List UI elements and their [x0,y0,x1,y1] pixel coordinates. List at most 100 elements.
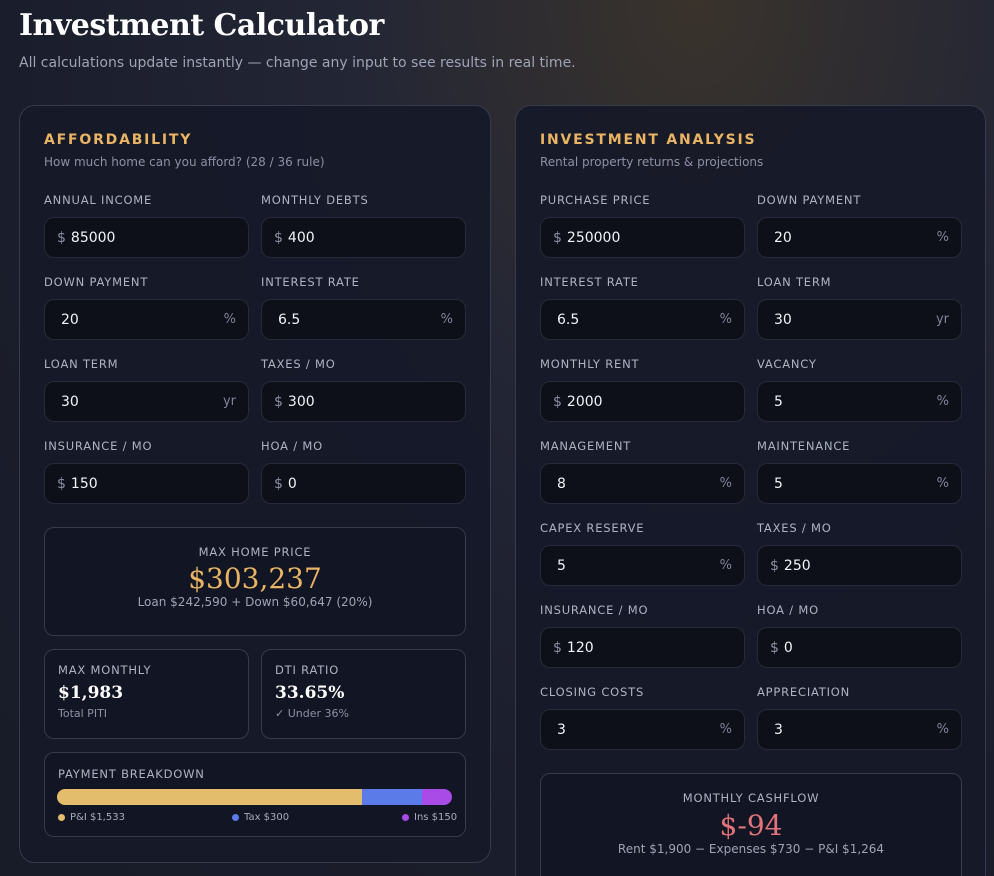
inv-hoa-field: HOA / MO $ 0 [757,602,962,668]
interest-rate-input[interactable]: 6.5 % [261,299,466,340]
dollar-prefix: $ [553,639,562,656]
management-label: MANAGEMENT [540,439,632,453]
interest-rate-label: INTEREST RATE [261,275,360,289]
payment-breakdown-card: PAYMENT BREAKDOWN P&I $1,533 Tax $300 In… [44,752,466,837]
legend-dot [58,814,65,821]
management-input[interactable]: 8 % [540,463,745,504]
inv-interest-rate-input[interactable]: 6.5 % [540,299,745,340]
capex-label: CAPEX RESERVE [540,521,645,535]
insurance-value: 150 [70,475,98,492]
capex-value: 5 [557,557,566,574]
taxes-value: 300 [287,393,315,410]
dti-ratio-value: 33.65% [275,683,345,703]
inv-loan-term-label: LOAN TERM [757,275,832,289]
monthly-debts-label: MONTHLY DEBTS [261,193,369,207]
legend-item-tax: Tax $300 [232,812,289,823]
hoa-label: HOA / MO [261,439,323,453]
percent-suffix: % [719,722,732,737]
purchase-price-value: 250000 [566,229,621,246]
legend-item-pi: P&I $1,533 [58,812,125,823]
percent-suffix: % [936,476,949,491]
monthly-cashflow-value: $-94 [719,809,783,842]
loan-term-field: LOAN TERM 30 yr [44,356,249,422]
breakdown-segment-tax [362,789,423,805]
inv-loan-term-input[interactable]: 30 yr [757,299,962,340]
vacancy-field: VACANCY 5 % [757,356,962,422]
taxes-input[interactable]: $ 300 [261,381,466,422]
annual-income-input[interactable]: $ 85000 [44,217,249,258]
taxes-field: TAXES / MO $ 300 [261,356,466,422]
interest-rate-value: 6.5 [278,311,301,328]
inv-down-payment-input[interactable]: 20 % [757,217,962,258]
legend-label: Ins $150 [414,812,458,823]
inv-interest-rate-label: INTEREST RATE [540,275,639,289]
hoa-field: HOA / MO $ 0 [261,438,466,504]
vacancy-input[interactable]: 5 % [757,381,962,422]
dollar-prefix: $ [770,557,779,574]
loan-term-input[interactable]: 30 yr [44,381,249,422]
maintenance-field: MAINTENANCE 5 % [757,438,962,504]
investment-panel: INVESTMENT ANALYSIS Rental property retu… [515,105,986,876]
annual-income-label: ANNUAL INCOME [44,193,153,207]
monthly-rent-input[interactable]: $ 2000 [540,381,745,422]
monthly-rent-value: 2000 [566,393,603,410]
down-payment-input[interactable]: 20 % [44,299,249,340]
page-subtitle: All calculations update instantly — chan… [19,55,576,71]
legend-label: Tax $300 [244,812,290,823]
payment-breakdown-label: PAYMENT BREAKDOWN [58,767,205,781]
maintenance-value: 5 [774,475,783,492]
dollar-prefix: $ [553,393,562,410]
insurance-field: INSURANCE / MO $ 150 [44,438,249,504]
down-payment-label: DOWN PAYMENT [44,275,149,289]
management-field: MANAGEMENT 8 % [540,438,745,504]
purchase-price-field: PURCHASE PRICE $ 250000 [540,192,745,258]
management-value: 8 [557,475,566,492]
dollar-prefix: $ [770,639,779,656]
affordability-title: AFFORDABILITY [44,132,193,148]
inv-loan-term-field: LOAN TERM 30 yr [757,274,962,340]
capex-field: CAPEX RESERVE 5 % [540,520,745,586]
inv-hoa-input[interactable]: $ 0 [757,627,962,668]
hoa-input[interactable]: $ 0 [261,463,466,504]
inv-hoa-label: HOA / MO [757,603,819,617]
dti-ratio-note: ✓ Under 36% [275,707,349,720]
max-home-price-note: Loan $242,590 + Down $60,647 (20%) [137,595,373,609]
closing-costs-input[interactable]: 3 % [540,709,745,750]
purchase-price-label: PURCHASE PRICE [540,193,651,207]
inv-insurance-input[interactable]: $ 120 [540,627,745,668]
investment-title: INVESTMENT ANALYSIS [540,132,757,148]
legend-label: P&I $1,533 [70,812,125,823]
inv-taxes-label: TAXES / MO [757,521,832,535]
monthly-rent-field: MONTHLY RENT $ 2000 [540,356,745,422]
inv-loan-term-value: 30 [774,311,792,328]
inv-hoa-value: 0 [783,639,793,656]
dollar-prefix: $ [57,475,66,492]
appreciation-input[interactable]: 3 % [757,709,962,750]
payment-breakdown-bar [57,789,452,805]
monthly-debts-input[interactable]: $ 400 [261,217,466,258]
max-home-price-card: MAX HOME PRICE $303,237 Loan $242,590 + … [44,527,466,636]
maintenance-input[interactable]: 5 % [757,463,962,504]
monthly-debts-field: MONTHLY DEBTS $ 400 [261,192,466,258]
monthly-rent-label: MONTHLY RENT [540,357,640,371]
legend-dot [232,814,239,821]
appreciation-label: APPRECIATION [757,685,851,699]
capex-input[interactable]: 5 % [540,545,745,586]
legend-dot [402,814,409,821]
percent-suffix: % [936,722,949,737]
maintenance-label: MAINTENANCE [757,439,851,453]
breakdown-segment-ins [422,789,452,805]
investment-subtitle: Rental property returns & projections [540,155,764,169]
insurance-input[interactable]: $ 150 [44,463,249,504]
years-suffix: yr [222,394,236,409]
inv-taxes-value: 250 [783,557,811,574]
hoa-value: 0 [287,475,297,492]
closing-costs-value: 3 [557,721,566,738]
inv-insurance-field: INSURANCE / MO $ 120 [540,602,745,668]
taxes-label: TAXES / MO [261,357,336,371]
dollar-prefix: $ [274,393,283,410]
purchase-price-input[interactable]: $ 250000 [540,217,745,258]
insurance-label: INSURANCE / MO [44,439,153,453]
appreciation-field: APPRECIATION 3 % [757,684,962,750]
inv-taxes-input[interactable]: $ 250 [757,545,962,586]
